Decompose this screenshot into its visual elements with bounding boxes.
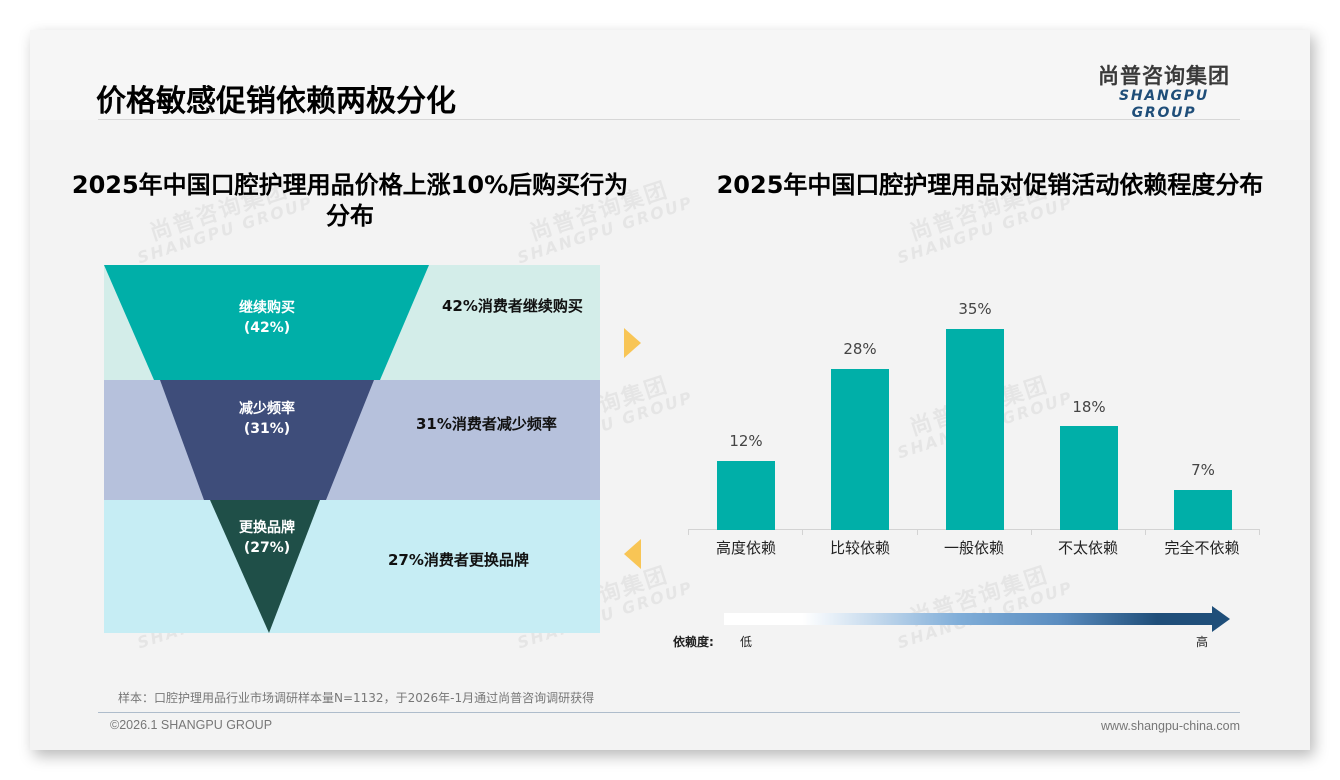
bar-high-reliance (717, 461, 775, 530)
scale-high-label: 高 (1196, 635, 1209, 649)
arrow-right-icon (624, 328, 641, 358)
bar-chart-title: 2025年中国口腔护理用品对促销活动依赖程度分布 (716, 171, 1264, 199)
scale-low-label: 低 (740, 635, 753, 649)
website-link[interactable]: www.shangpu-china.com (1101, 719, 1240, 733)
logo-cn: 尚普咨询集团 (1098, 64, 1230, 88)
axis-tick (688, 530, 689, 535)
copyright: ©2026.1 SHANGPU GROUP (110, 718, 273, 732)
funnel-segment-reduce (160, 380, 374, 500)
category-label: 高度依赖 (715, 539, 776, 557)
funnel-annotation-continue: 42%消费者继续购买 (442, 297, 583, 315)
category-label: 完全不依赖 (1164, 539, 1240, 557)
funnel-annotation-reduce: 31%消费者减少频率 (416, 415, 557, 433)
bar-fairly-reliant (831, 369, 889, 530)
axis-tick (1259, 530, 1260, 535)
funnel-label-switch: 更换品牌 (27%) (239, 520, 295, 556)
category-label: 一般依赖 (943, 539, 1004, 557)
funnel-segment-switch (210, 500, 320, 633)
header-band (30, 30, 1310, 120)
footer-divider (98, 712, 1240, 713)
title-divider (98, 119, 1240, 120)
category-label: 不太依赖 (1057, 539, 1118, 557)
bar-value-label: 18% (1072, 398, 1106, 416)
arrow-left-icon (624, 539, 641, 569)
bar-moderate-reliance (946, 329, 1004, 530)
scale-title: 依赖度: (673, 635, 714, 649)
axis-tick (1145, 530, 1146, 535)
funnel-segment-continue (104, 265, 429, 380)
logo-en: SHANGPU GROUP (1118, 88, 1210, 121)
funnel-chart: 继续购买 (42%) 减少频率 (31%) 更换品牌 (27%) 42%消费者继… (104, 265, 600, 633)
funnel-segments (104, 265, 429, 633)
axis-tick (802, 530, 803, 535)
funnel-label-continue: 继续购买 (42%) (239, 300, 295, 336)
gradient-shaft (724, 613, 1216, 625)
funnel-annotation-switch: 27%消费者更换品牌 (388, 551, 529, 569)
bar-chart: 12% 28% 35% 18% 7% 高度依赖 比较依赖 一般依赖 不太依赖 完… (688, 300, 1260, 570)
bar-no-reliance (1174, 490, 1232, 530)
funnel-band-switch (104, 500, 600, 633)
category-label: 比较依赖 (829, 539, 890, 557)
arrow-head-icon (1212, 606, 1230, 632)
page-title: 价格敏感促销依赖两极分化 (96, 84, 456, 119)
sample-note: 样本：口腔护理用品行业市场调研样本量N=1132，于2026年-1月通过尚普咨询… (118, 691, 595, 705)
bar-value-label: 12% (729, 432, 763, 450)
funnel-chart-title: 2025年中国口腔护理用品价格上涨10%后购买行为 分布 (71, 171, 629, 230)
reliance-scale-arrow (724, 606, 1232, 632)
bar-value-label: 35% (958, 300, 992, 318)
bar-value-label: 28% (843, 340, 877, 358)
company-logo: 尚普咨询集团 SHANGPU GROUP (1088, 64, 1240, 122)
slide: 价格敏感促销依赖两极分化 尚普咨询集团 SHANGPU GROUP 尚普咨询集团… (30, 30, 1310, 750)
axis-tick (917, 530, 918, 535)
bar-value-label: 7% (1191, 461, 1215, 479)
bar-low-reliance (1060, 426, 1118, 530)
axis-tick (1031, 530, 1032, 535)
funnel-label-reduce: 减少频率 (31%) (239, 401, 295, 437)
